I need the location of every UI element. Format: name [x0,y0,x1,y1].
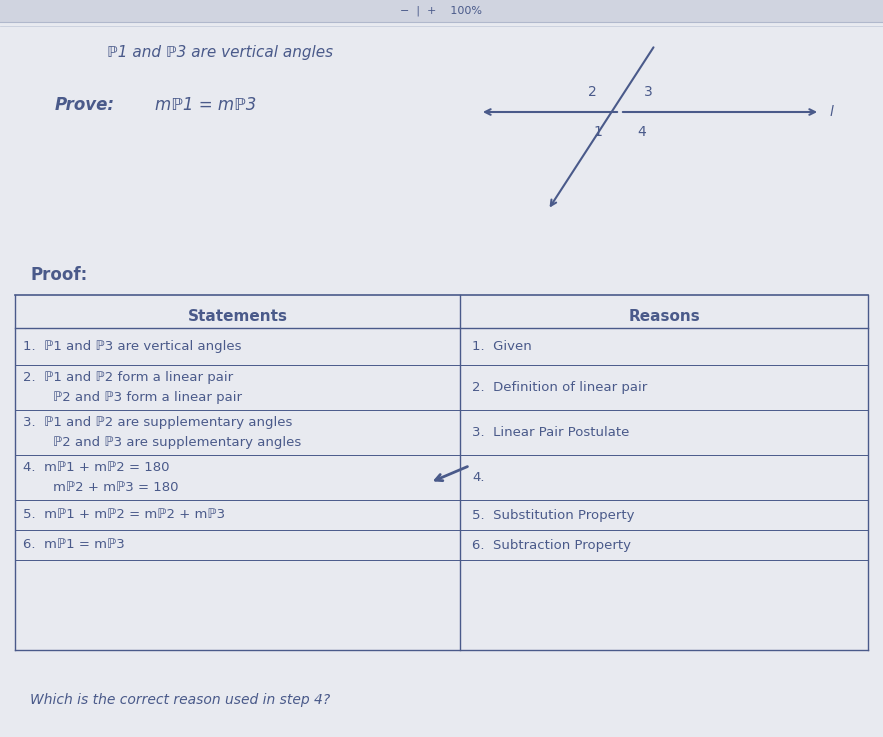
Text: 1.  Given: 1. Given [472,340,532,353]
Text: mℙ1 = mℙ3: mℙ1 = mℙ3 [155,96,256,114]
Text: Statements: Statements [187,309,288,324]
Text: Prove:: Prove: [55,96,115,114]
Text: 1.  ℙ1 and ℙ3 are vertical angles: 1. ℙ1 and ℙ3 are vertical angles [23,340,241,353]
Text: 5.  Substitution Property: 5. Substitution Property [472,509,635,522]
Text: mℙ2 + mℙ3 = 180: mℙ2 + mℙ3 = 180 [53,481,178,494]
Text: 6.  Subtraction Property: 6. Subtraction Property [472,539,631,551]
Text: 2.  Definition of linear pair: 2. Definition of linear pair [472,381,647,394]
Bar [0,0,883,22]
Text: 5.  mℙ1 + mℙ2 = mℙ2 + mℙ3: 5. mℙ1 + mℙ2 = mℙ2 + mℙ3 [23,509,225,522]
Text: Reasons: Reasons [628,309,700,324]
Text: ℙ2 and ℙ3 form a linear pair: ℙ2 and ℙ3 form a linear pair [53,391,242,404]
Text: 2.  ℙ1 and ℙ2 form a linear pair: 2. ℙ1 and ℙ2 form a linear pair [23,371,233,384]
Text: 1: 1 [593,125,602,139]
Text: 2: 2 [587,85,596,99]
Text: 4: 4 [638,125,646,139]
Text: 4.  mℙ1 + mℙ2 = 180: 4. mℙ1 + mℙ2 = 180 [23,461,170,474]
Text: Which is the correct reason used in step 4?: Which is the correct reason used in step… [30,693,330,707]
Text: −  |  +    100%: − | + 100% [400,6,482,16]
Text: Proof:: Proof: [30,266,87,284]
Text: ℙ1 and ℙ3 are vertical angles: ℙ1 and ℙ3 are vertical angles [107,44,333,60]
Text: 3: 3 [644,85,653,99]
Text: 3.  ℙ1 and ℙ2 are supplementary angles: 3. ℙ1 and ℙ2 are supplementary angles [23,416,292,429]
Text: 4.: 4. [472,471,485,484]
Text: ℙ2 and ℙ3 are supplementary angles: ℙ2 and ℙ3 are supplementary angles [53,436,301,449]
Text: l: l [830,105,834,119]
Text: 6.  mℙ1 = mℙ3: 6. mℙ1 = mℙ3 [23,539,125,551]
Text: 3.  Linear Pair Postulate: 3. Linear Pair Postulate [472,426,630,439]
